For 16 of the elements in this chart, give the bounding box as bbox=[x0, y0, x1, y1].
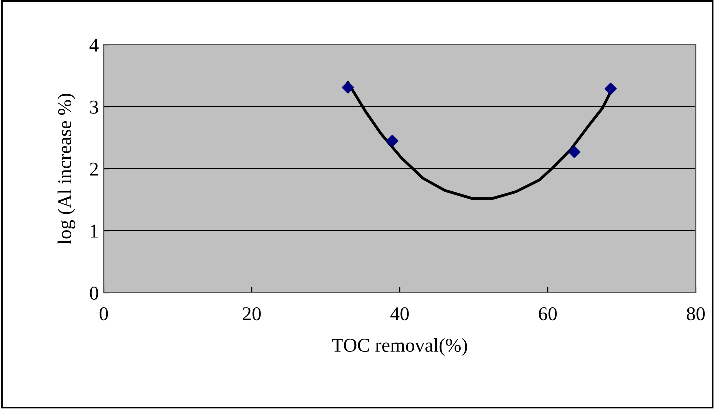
y-axis-title: log (Al increase %) bbox=[58, 94, 76, 244]
x-tick-label: 60 bbox=[539, 307, 557, 321]
x-tick-label: 0 bbox=[100, 307, 108, 321]
x-axis-title: TOC removal(%) bbox=[332, 338, 468, 356]
y-tick-label: 4 bbox=[90, 38, 99, 52]
point bbox=[342, 82, 354, 94]
y-tick-label: 0 bbox=[90, 286, 98, 300]
x-tick-label: 80 bbox=[687, 307, 705, 321]
point bbox=[568, 146, 581, 158]
y-tick-label: 1 bbox=[91, 224, 98, 238]
y-tick-label: 3 bbox=[90, 100, 98, 114]
x-tick-label: 20 bbox=[243, 307, 261, 321]
point bbox=[386, 135, 399, 148]
y-tick-label: 2 bbox=[90, 162, 98, 176]
point bbox=[604, 82, 617, 96]
x-tick-label: 40 bbox=[390, 307, 409, 321]
